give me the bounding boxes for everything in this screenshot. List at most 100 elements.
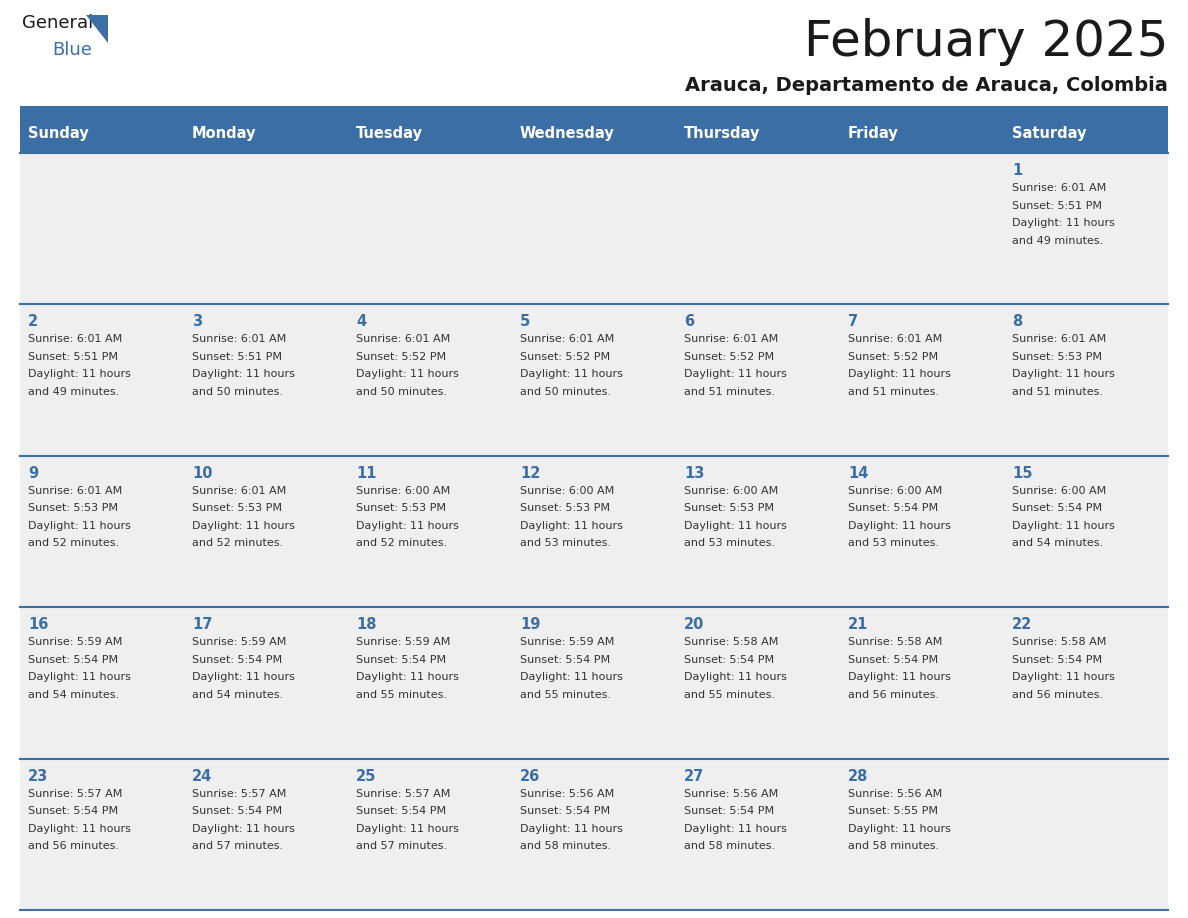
- Text: Arauca, Departamento de Arauca, Colombia: Arauca, Departamento de Arauca, Colombia: [685, 76, 1168, 95]
- Text: Saturday: Saturday: [1012, 126, 1087, 140]
- Text: Sunset: 5:54 PM: Sunset: 5:54 PM: [356, 806, 447, 816]
- Text: and 55 minutes.: and 55 minutes.: [520, 689, 611, 700]
- Text: Sunrise: 5:56 AM: Sunrise: 5:56 AM: [684, 789, 778, 799]
- Text: and 55 minutes.: and 55 minutes.: [684, 689, 775, 700]
- Text: 26: 26: [520, 768, 541, 784]
- Text: and 53 minutes.: and 53 minutes.: [684, 538, 775, 548]
- Text: Sunrise: 5:59 AM: Sunrise: 5:59 AM: [192, 637, 286, 647]
- Text: Daylight: 11 hours: Daylight: 11 hours: [192, 521, 295, 531]
- Text: Daylight: 11 hours: Daylight: 11 hours: [520, 823, 623, 834]
- Text: Sunset: 5:52 PM: Sunset: 5:52 PM: [684, 352, 775, 362]
- Text: Sunset: 5:54 PM: Sunset: 5:54 PM: [192, 655, 282, 665]
- Text: Daylight: 11 hours: Daylight: 11 hours: [1012, 672, 1114, 682]
- Text: 16: 16: [29, 617, 49, 633]
- Bar: [20, 607, 1168, 758]
- Text: 18: 18: [356, 617, 377, 633]
- Text: Daylight: 11 hours: Daylight: 11 hours: [29, 521, 131, 531]
- Text: Monday: Monday: [192, 126, 257, 140]
- Text: and 51 minutes.: and 51 minutes.: [848, 386, 939, 397]
- Text: Sunset: 5:52 PM: Sunset: 5:52 PM: [356, 352, 447, 362]
- Text: Daylight: 11 hours: Daylight: 11 hours: [848, 672, 950, 682]
- Text: Sunrise: 6:01 AM: Sunrise: 6:01 AM: [29, 486, 122, 496]
- Bar: [20, 305, 1168, 456]
- Text: 17: 17: [192, 617, 213, 633]
- Text: 24: 24: [192, 768, 213, 784]
- Text: Sunrise: 5:56 AM: Sunrise: 5:56 AM: [848, 789, 942, 799]
- Text: 23: 23: [29, 768, 49, 784]
- Text: 14: 14: [848, 465, 868, 481]
- Text: Sunset: 5:54 PM: Sunset: 5:54 PM: [520, 806, 611, 816]
- Text: Friday: Friday: [848, 126, 899, 140]
- Bar: [20, 456, 1168, 607]
- Text: and 58 minutes.: and 58 minutes.: [520, 841, 611, 851]
- Text: 25: 25: [356, 768, 377, 784]
- Text: and 50 minutes.: and 50 minutes.: [192, 386, 283, 397]
- Text: Sunrise: 6:01 AM: Sunrise: 6:01 AM: [848, 334, 942, 344]
- Text: Sunrise: 6:01 AM: Sunrise: 6:01 AM: [1012, 183, 1106, 193]
- Text: Sunrise: 5:58 AM: Sunrise: 5:58 AM: [1012, 637, 1106, 647]
- Text: Sunset: 5:54 PM: Sunset: 5:54 PM: [1012, 655, 1102, 665]
- Text: Daylight: 11 hours: Daylight: 11 hours: [684, 369, 786, 379]
- Text: 5: 5: [520, 314, 530, 330]
- Text: 21: 21: [848, 617, 868, 633]
- Text: Sunrise: 5:56 AM: Sunrise: 5:56 AM: [520, 789, 614, 799]
- Text: Daylight: 11 hours: Daylight: 11 hours: [192, 369, 295, 379]
- Text: Sunset: 5:54 PM: Sunset: 5:54 PM: [520, 655, 611, 665]
- Bar: [20, 153, 1168, 305]
- Text: Thursday: Thursday: [684, 126, 760, 140]
- Text: and 57 minutes.: and 57 minutes.: [192, 841, 283, 851]
- Text: Sunrise: 5:57 AM: Sunrise: 5:57 AM: [356, 789, 450, 799]
- Text: 8: 8: [1012, 314, 1022, 330]
- Text: 27: 27: [684, 768, 704, 784]
- Text: Sunrise: 6:01 AM: Sunrise: 6:01 AM: [1012, 334, 1106, 344]
- Text: 28: 28: [848, 768, 868, 784]
- Text: Sunset: 5:52 PM: Sunset: 5:52 PM: [520, 352, 611, 362]
- Text: Daylight: 11 hours: Daylight: 11 hours: [520, 521, 623, 531]
- Text: Sunset: 5:54 PM: Sunset: 5:54 PM: [1012, 503, 1102, 513]
- Text: and 56 minutes.: and 56 minutes.: [1012, 689, 1102, 700]
- Text: Sunrise: 6:01 AM: Sunrise: 6:01 AM: [356, 334, 450, 344]
- Text: 10: 10: [192, 465, 213, 481]
- Text: Sunset: 5:54 PM: Sunset: 5:54 PM: [848, 655, 939, 665]
- Text: Daylight: 11 hours: Daylight: 11 hours: [356, 672, 459, 682]
- Text: and 49 minutes.: and 49 minutes.: [1012, 236, 1104, 245]
- Bar: [20, 106, 1168, 113]
- Text: and 58 minutes.: and 58 minutes.: [684, 841, 775, 851]
- Bar: [20, 113, 1168, 153]
- Text: Daylight: 11 hours: Daylight: 11 hours: [684, 521, 786, 531]
- Text: 1: 1: [1012, 163, 1022, 178]
- Text: Sunrise: 5:57 AM: Sunrise: 5:57 AM: [192, 789, 286, 799]
- Text: and 54 minutes.: and 54 minutes.: [192, 689, 283, 700]
- Text: and 54 minutes.: and 54 minutes.: [29, 689, 119, 700]
- Text: 4: 4: [356, 314, 366, 330]
- Text: 7: 7: [848, 314, 858, 330]
- Text: Daylight: 11 hours: Daylight: 11 hours: [29, 369, 131, 379]
- Text: Sunset: 5:53 PM: Sunset: 5:53 PM: [356, 503, 446, 513]
- Text: Sunset: 5:53 PM: Sunset: 5:53 PM: [684, 503, 775, 513]
- Text: Sunrise: 5:59 AM: Sunrise: 5:59 AM: [356, 637, 450, 647]
- Text: Sunrise: 5:59 AM: Sunrise: 5:59 AM: [520, 637, 614, 647]
- Text: 19: 19: [520, 617, 541, 633]
- Text: Sunrise: 5:58 AM: Sunrise: 5:58 AM: [684, 637, 778, 647]
- Text: Sunset: 5:53 PM: Sunset: 5:53 PM: [192, 503, 282, 513]
- Text: Sunset: 5:51 PM: Sunset: 5:51 PM: [1012, 200, 1102, 210]
- Text: Daylight: 11 hours: Daylight: 11 hours: [684, 823, 786, 834]
- Text: Sunrise: 6:00 AM: Sunrise: 6:00 AM: [1012, 486, 1106, 496]
- Text: Daylight: 11 hours: Daylight: 11 hours: [356, 369, 459, 379]
- Text: 9: 9: [29, 465, 38, 481]
- Text: Blue: Blue: [52, 41, 91, 59]
- Text: Sunrise: 6:01 AM: Sunrise: 6:01 AM: [520, 334, 614, 344]
- Text: 15: 15: [1012, 465, 1032, 481]
- Text: Sunrise: 6:00 AM: Sunrise: 6:00 AM: [848, 486, 942, 496]
- Text: Sunset: 5:51 PM: Sunset: 5:51 PM: [192, 352, 282, 362]
- Text: and 53 minutes.: and 53 minutes.: [848, 538, 939, 548]
- Text: Wednesday: Wednesday: [520, 126, 614, 140]
- Text: Sunrise: 6:00 AM: Sunrise: 6:00 AM: [520, 486, 614, 496]
- Text: Daylight: 11 hours: Daylight: 11 hours: [192, 823, 295, 834]
- Text: Sunrise: 6:01 AM: Sunrise: 6:01 AM: [192, 334, 286, 344]
- Text: 22: 22: [1012, 617, 1032, 633]
- Text: 11: 11: [356, 465, 377, 481]
- Text: Daylight: 11 hours: Daylight: 11 hours: [1012, 218, 1114, 228]
- Text: Sunset: 5:51 PM: Sunset: 5:51 PM: [29, 352, 118, 362]
- Text: Sunset: 5:55 PM: Sunset: 5:55 PM: [848, 806, 939, 816]
